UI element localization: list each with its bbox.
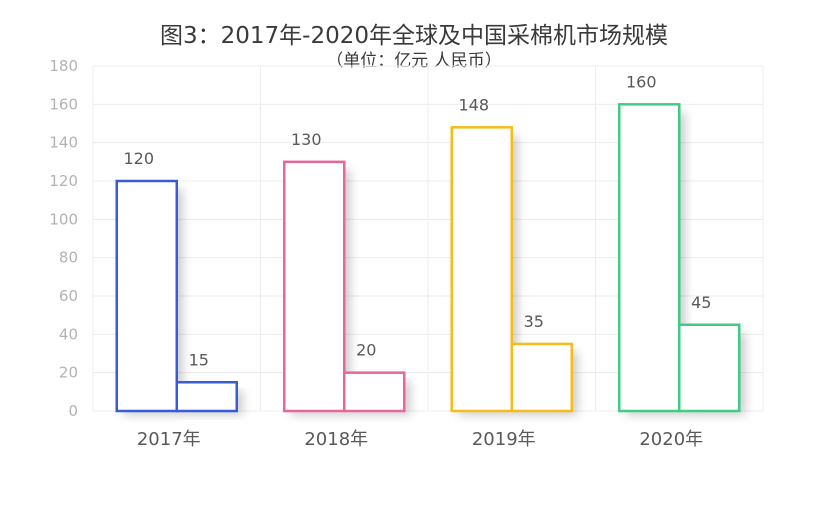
bar-2018年-series1 [283,160,346,413]
data-label: 130 [291,130,322,149]
data-label: 35 [524,312,544,331]
bar-2018年-series2 [343,371,406,413]
y-tick-label: 20 [59,364,78,382]
chart-title: 图3：2017年-2020年全球及中国采棉机市场规模 [160,23,668,49]
data-label: 120 [123,149,154,168]
bar-2019年-series1 [450,126,513,413]
x-tick-label: 2019年 [472,429,536,450]
x-axis: 2017年 2018年 2019年 2020年 [137,429,703,450]
bar-2017年-series2 [175,381,238,413]
y-tick-label: 60 [59,287,78,305]
y-tick-label: 140 [49,134,78,152]
y-tick-label: 0 [68,402,78,420]
y-tick-label: 160 [49,95,78,113]
x-tick-label: 2018年 [304,429,368,450]
data-label: 15 [189,350,209,369]
data-label: 160 [626,72,657,91]
y-tick-label: 80 [59,249,78,267]
data-label: 20 [356,341,376,360]
bar-2019年-series2 [510,342,573,413]
data-label: 148 [458,95,489,114]
y-axis: 0 20 40 60 80 100 120 140 160 180 [49,57,78,420]
y-tick-label: 180 [49,57,78,75]
bar-2020年-series1 [618,103,681,413]
y-tick-label: 100 [49,210,78,228]
bars [115,103,741,413]
data-labels: 120 15 130 20 148 35 160 45 [123,72,711,369]
y-tick-label: 40 [59,325,78,343]
y-tick-label: 120 [49,172,78,190]
bar-2020年-series2 [678,323,741,413]
bar-2017年-series1 [115,179,178,413]
data-label: 45 [691,293,711,312]
x-tick-label: 2020年 [639,429,703,450]
x-tick-label: 2017年 [137,429,201,450]
